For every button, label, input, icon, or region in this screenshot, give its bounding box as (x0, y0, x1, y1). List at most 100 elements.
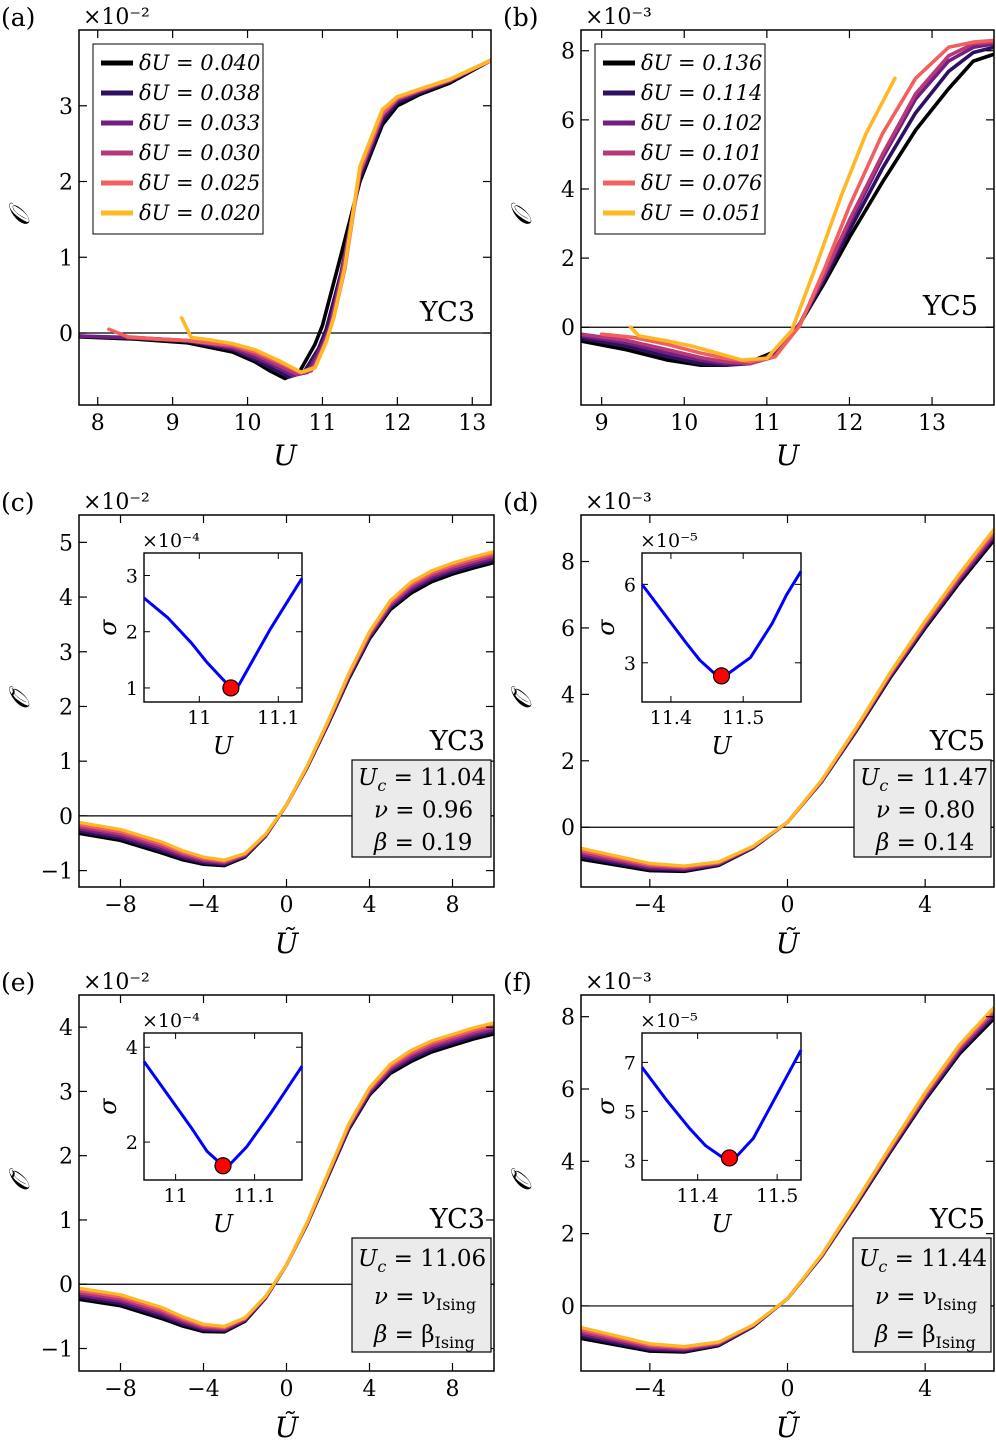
inset-min-marker (222, 679, 240, 697)
x-tick-label: 4 (363, 1377, 377, 1402)
param-nu: ν = νIsing (374, 1284, 476, 1314)
inset-x-axis-label: U (213, 732, 234, 760)
legend-label: δU = 0.101 (641, 141, 762, 165)
x-tick-label: 4 (918, 893, 932, 918)
collapse-line-5 (581, 528, 994, 868)
x-tick-label: 8 (446, 893, 460, 918)
inset-y-tick-label: 2 (126, 1132, 138, 1154)
y-tick-label: 8 (561, 551, 575, 576)
panel-label: (a) (1, 3, 35, 32)
y-axis-label: 𝒪 (3, 202, 36, 226)
inset-y-tick-label: 6 (624, 574, 636, 596)
inset-y-tick-label: 3 (624, 653, 636, 675)
y-tick-label: 0 (59, 322, 73, 347)
y-tick-label: 3 (59, 1080, 73, 1105)
series-line-5 (628, 76, 897, 362)
legend-label: δU = 0.025 (139, 171, 260, 195)
y-tick-label: 6 (561, 1078, 575, 1103)
y-tick-label: 2 (561, 247, 575, 272)
y-tick-label: 0 (561, 1295, 575, 1320)
y-tick-label: 4 (59, 586, 73, 611)
y-tick-label: 2 (59, 171, 73, 196)
plot-area (581, 1006, 994, 1354)
param-uc: Uc = 11.04 (358, 765, 486, 795)
x-tick-label: −8 (104, 893, 136, 918)
panel-label: (f) (503, 968, 532, 997)
panel-label: (c) (1, 488, 35, 517)
y-tick-label: 3 (59, 641, 73, 666)
inset-x-tick-label: 11.4 (676, 1185, 718, 1207)
y-tick-label: 2 (561, 1223, 575, 1248)
x-axis-label: Ũ (275, 927, 300, 960)
inset-frame (143, 552, 303, 703)
params-box (351, 759, 492, 858)
legend-label: δU = 0.076 (641, 171, 762, 195)
series-line-4 (599, 38, 994, 364)
panel-label: (e) (1, 968, 35, 997)
param-uc: Uc = 11.47 (860, 765, 988, 795)
param-uc: Uc = 11.44 (859, 1246, 987, 1276)
inset-y-axis-label: σ (592, 619, 620, 636)
legend-label: δU = 0.051 (641, 201, 762, 225)
y-tick-label: 0 (561, 316, 575, 341)
panel-label: (b) (503, 3, 539, 32)
collapse-line-5 (79, 1021, 494, 1328)
y-axis-label: 𝒪̃ (3, 686, 36, 710)
params-box (351, 1237, 492, 1353)
series-line-0 (79, 58, 491, 381)
params-box (852, 1237, 992, 1353)
inset-x-tick-label: 11.4 (650, 707, 692, 729)
system-label: YC5 (929, 1204, 985, 1235)
y-tick-label: 1 (59, 246, 73, 271)
axes-frame (78, 29, 492, 406)
x-axis-label: U (776, 439, 801, 472)
y-tick-label: −1 (41, 1338, 73, 1363)
inset: 11 11.1 2 4×10⁻⁴ Uσ (94, 1010, 304, 1238)
x-tick-label: −4 (634, 1377, 666, 1402)
y-tick-label: 2 (59, 695, 73, 720)
x-tick-label: −4 (634, 893, 666, 918)
x-tick-label: −4 (187, 1377, 219, 1402)
plot-area (79, 549, 494, 868)
panel-label: (d) (503, 488, 539, 517)
y-tick-label: 1 (59, 750, 73, 775)
plot-area (581, 38, 994, 368)
y-tick-label: −1 (41, 860, 73, 885)
legend-box (92, 43, 264, 235)
system-label: YC5 (929, 726, 985, 757)
inset-y-tick-label: 2 (126, 622, 138, 644)
legend-label: δU = 0.040 (139, 51, 260, 75)
system-label: YC3 (429, 1204, 485, 1235)
y-tick-label: 0 (59, 805, 73, 830)
inset-x-tick-label: 11.1 (233, 1185, 275, 1207)
param-beta: β = βIsing (373, 1322, 475, 1352)
y-axis-label: 𝒪̃ (505, 1168, 538, 1192)
x-tick-label: 12 (835, 411, 863, 436)
inset-y-axis-label: σ (592, 1098, 620, 1115)
panel-f: −4 0 4 0 2 4 6 8 (f) ×10⁻³ Ũ 𝒪̃ YC5 Uc = 11.44 ν = νIs… (503, 968, 995, 1444)
inset-x-tick-label: 11 (187, 707, 211, 729)
collapse-line-5 (79, 549, 494, 862)
y-multiplier: ×10⁻³ (585, 970, 652, 995)
param-nu: ν = νIsing (875, 1284, 977, 1314)
y-tick-label: 0 (561, 816, 575, 841)
y-tick-label: 4 (561, 683, 575, 708)
param-nu: ν = 0.96 (374, 798, 473, 824)
panel-d: −4 0 4 0 2 4 6 8 (d) ×10⁻³ Ũ 𝒪̃ YC5 Uc = 11.47 ν = 0.8… (503, 488, 995, 960)
inset-y-axis-label: σ (94, 619, 122, 636)
inset-x-axis-label: U (213, 1210, 234, 1238)
legend-label: δU = 0.033 (139, 111, 260, 135)
legend-label: δU = 0.114 (641, 81, 762, 105)
x-tick-label: 11 (308, 411, 336, 436)
inset-y-tick-label: 3 (126, 565, 138, 587)
x-tick-label: −8 (104, 1377, 136, 1402)
x-tick-label: 11 (753, 411, 781, 436)
y-tick-label: 4 (59, 1016, 73, 1041)
x-tick-label: 13 (458, 411, 486, 436)
legend-label: δU = 0.136 (641, 51, 762, 75)
y-tick-label: 5 (59, 531, 73, 556)
inset-y-tick-label: 4 (126, 1037, 138, 1059)
y-multiplier: ×10⁻² (83, 5, 150, 30)
legend-label: δU = 0.038 (139, 81, 260, 105)
